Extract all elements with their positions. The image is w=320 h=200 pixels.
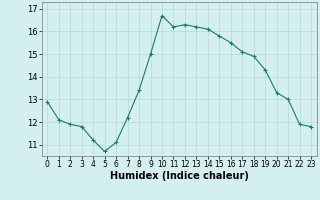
- X-axis label: Humidex (Indice chaleur): Humidex (Indice chaleur): [110, 171, 249, 181]
